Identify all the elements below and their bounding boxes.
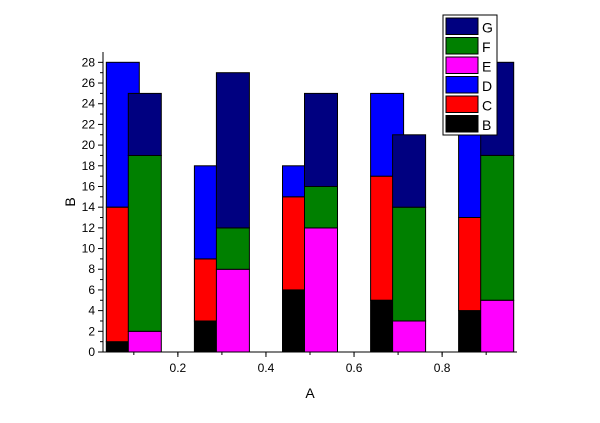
y-tick-label: 0 bbox=[88, 345, 95, 359]
y-tick-label: 8 bbox=[88, 262, 95, 276]
y-tick-label: 4 bbox=[88, 304, 95, 318]
legend-label-d: D bbox=[482, 78, 492, 94]
legend-label-f: F bbox=[482, 39, 491, 55]
bar-segment-f-2 bbox=[215, 227, 250, 270]
legend-swatch-c bbox=[445, 95, 479, 113]
legend-swatch-d bbox=[445, 76, 479, 94]
legend-label-b: B bbox=[482, 117, 491, 133]
y-tick-label: 18 bbox=[82, 159, 96, 173]
y-tick-label: 28 bbox=[82, 55, 96, 69]
x-tick-label: 0.2 bbox=[170, 361, 187, 375]
bar-segment-f-3 bbox=[304, 186, 338, 229]
y-tick-label: 22 bbox=[82, 117, 96, 131]
y-tick-label: 24 bbox=[82, 97, 96, 111]
bar-segment-g-2 bbox=[215, 72, 250, 229]
y-tick-label: 20 bbox=[82, 138, 96, 152]
bar-segment-e-5 bbox=[480, 299, 515, 353]
bar-segment-g-4 bbox=[392, 134, 427, 208]
legend-swatch-g bbox=[445, 17, 479, 35]
bar-segment-f-5 bbox=[480, 154, 515, 301]
bar-segment-e-2 bbox=[215, 268, 250, 353]
y-axis-title: B bbox=[62, 197, 78, 206]
y-tick-label: 26 bbox=[82, 76, 96, 90]
y-tick-label: 12 bbox=[82, 221, 96, 235]
x-axis-title: A bbox=[305, 385, 315, 401]
legend-swatch-e bbox=[445, 56, 479, 74]
y-tick-label: 6 bbox=[88, 283, 95, 297]
y-tick-label: 10 bbox=[82, 242, 96, 256]
legend-swatch-b bbox=[445, 115, 479, 133]
bars-layer bbox=[105, 61, 515, 353]
bar-segment-f-1 bbox=[127, 154, 162, 332]
x-tick-label: 0.8 bbox=[434, 361, 451, 375]
y-tick-label: 16 bbox=[82, 179, 96, 193]
y-tick-label: 2 bbox=[88, 324, 95, 338]
bar-segment-g-1 bbox=[127, 92, 162, 156]
x-tick-label: 0.6 bbox=[346, 361, 363, 375]
bar-segment-e-1 bbox=[127, 330, 162, 353]
legend-swatch-f bbox=[445, 37, 479, 55]
legend-label-e: E bbox=[482, 59, 491, 75]
x-tick-label: 0.4 bbox=[258, 361, 275, 375]
y-tick-label: 14 bbox=[82, 200, 96, 214]
bar-segment-e-3 bbox=[304, 227, 338, 353]
bar-segment-e-4 bbox=[392, 320, 427, 353]
bar-segment-g-3 bbox=[304, 92, 338, 187]
bar-segment-f-4 bbox=[392, 206, 427, 322]
legend-label-g: G bbox=[482, 20, 493, 36]
legend-label-c: C bbox=[482, 98, 492, 114]
